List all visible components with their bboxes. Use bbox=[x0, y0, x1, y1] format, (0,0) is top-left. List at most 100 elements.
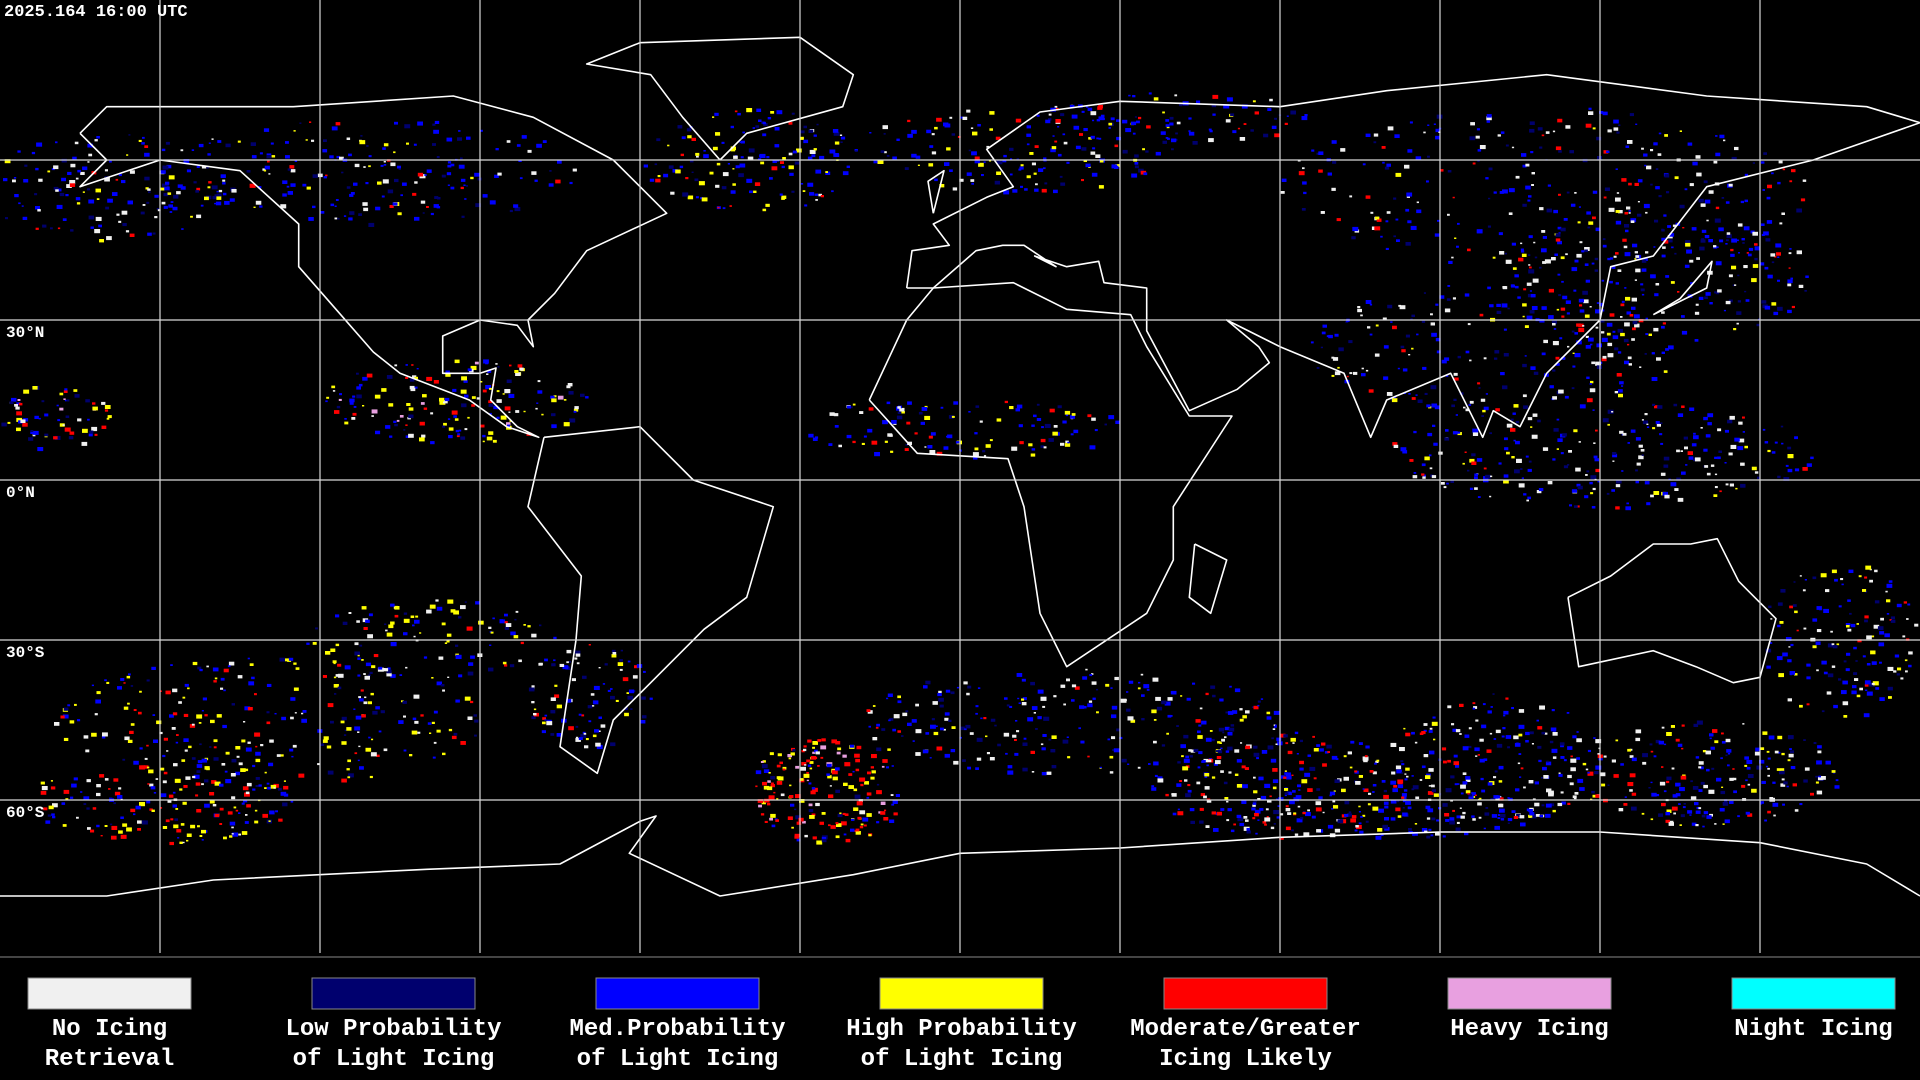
icing-pixel bbox=[1738, 252, 1740, 254]
icing-pixel bbox=[1789, 673, 1792, 676]
icing-pixel bbox=[755, 125, 760, 128]
icing-pixel bbox=[1902, 635, 1906, 638]
icing-pixel bbox=[1440, 482, 1445, 485]
icing-pixel bbox=[291, 755, 294, 758]
icing-pixel bbox=[1602, 244, 1607, 248]
icing-pixel bbox=[1646, 423, 1649, 425]
icing-pixel bbox=[1793, 581, 1796, 583]
icing-pixel bbox=[1034, 145, 1039, 148]
icing-pixel bbox=[294, 160, 298, 162]
icing-pixel bbox=[1153, 97, 1159, 101]
icing-pixel bbox=[1217, 750, 1223, 754]
icing-pixel bbox=[1037, 716, 1042, 720]
icing-pixel bbox=[76, 816, 79, 819]
icing-pixel bbox=[1006, 704, 1010, 707]
icing-pixel bbox=[1637, 213, 1642, 217]
icing-pixel bbox=[1721, 741, 1726, 744]
icing-pixel bbox=[83, 735, 89, 739]
icing-pixel bbox=[1696, 257, 1700, 260]
icing-pixel bbox=[944, 162, 950, 166]
icing-pixel bbox=[163, 771, 168, 775]
icing-pixel bbox=[508, 393, 515, 398]
icing-pixel bbox=[346, 186, 351, 189]
icing-pixel bbox=[11, 397, 17, 402]
icing-pixel bbox=[1557, 226, 1562, 230]
icing-pixel bbox=[1601, 783, 1606, 787]
icing-pixel bbox=[1802, 179, 1807, 182]
icing-pixel bbox=[1812, 645, 1817, 649]
icing-pixel bbox=[268, 762, 274, 767]
icing-pixel bbox=[1846, 625, 1850, 628]
icing-pixel bbox=[129, 730, 134, 734]
icing-pixel bbox=[1215, 760, 1221, 765]
icing-pixel bbox=[1228, 727, 1235, 732]
icing-pixel bbox=[549, 170, 552, 172]
icing-pixel bbox=[1719, 134, 1725, 139]
icing-pixel bbox=[1411, 347, 1414, 350]
icing-pixel bbox=[772, 159, 777, 163]
icing-pixel bbox=[1450, 775, 1455, 779]
icing-pixel bbox=[753, 190, 757, 193]
icing-pixel bbox=[1457, 222, 1460, 225]
coastline bbox=[868, 281, 1233, 668]
icing-pixel bbox=[759, 154, 763, 158]
icing-pixel bbox=[1212, 94, 1219, 99]
icing-pixel bbox=[1312, 735, 1315, 738]
icing-pixel bbox=[1871, 682, 1875, 685]
icing-pixel bbox=[1487, 286, 1491, 290]
icing-pixel bbox=[196, 770, 201, 773]
icing-pixel bbox=[1548, 288, 1554, 293]
icing-pixel bbox=[971, 182, 974, 185]
icing-pixel bbox=[1503, 710, 1509, 715]
icing-pixel bbox=[122, 758, 126, 761]
icing-pixel bbox=[1226, 97, 1233, 102]
icing-pixel bbox=[393, 151, 396, 154]
icing-pixel bbox=[82, 191, 85, 193]
icing-pixel bbox=[516, 144, 521, 147]
icing-pixel bbox=[1599, 302, 1604, 307]
icing-pixel bbox=[156, 720, 162, 725]
icing-pixel bbox=[375, 206, 381, 211]
icing-pixel bbox=[315, 627, 318, 630]
icing-pixel bbox=[1511, 810, 1516, 813]
icing-pixel bbox=[495, 148, 499, 151]
icing-pixel bbox=[1184, 779, 1188, 782]
icing-pixel bbox=[575, 736, 579, 739]
icing-pixel bbox=[1219, 698, 1224, 702]
icing-pixel bbox=[383, 143, 389, 147]
icing-pixel bbox=[414, 619, 420, 624]
icing-pixel bbox=[225, 751, 230, 755]
icing-pixel bbox=[1116, 119, 1120, 122]
icing-pixel bbox=[200, 204, 204, 207]
icing-pixel bbox=[181, 759, 186, 762]
icing-pixel bbox=[1717, 428, 1722, 432]
icing-pixel bbox=[1599, 319, 1605, 323]
icing-pixel bbox=[1506, 423, 1513, 428]
icing-pixel bbox=[1500, 131, 1505, 134]
icing-pixel bbox=[1475, 719, 1479, 722]
icing-pixel bbox=[794, 835, 799, 839]
icing-pixel bbox=[1880, 617, 1884, 621]
icing-pixel bbox=[1635, 729, 1642, 734]
icing-pixel bbox=[464, 198, 467, 200]
icing-pixel bbox=[1558, 773, 1563, 777]
icing-pixel bbox=[213, 757, 219, 761]
icing-pixel bbox=[1280, 813, 1284, 816]
icing-pixel bbox=[1250, 129, 1254, 132]
icing-pixel bbox=[351, 417, 356, 420]
icing-pixel bbox=[1210, 685, 1216, 689]
icing-pixel bbox=[1386, 392, 1393, 396]
icing-pixel bbox=[1792, 783, 1797, 787]
icing-pixel bbox=[1322, 324, 1327, 328]
icing-pixel bbox=[1557, 273, 1561, 276]
icing-pixel bbox=[1708, 190, 1714, 194]
icing-pixel bbox=[1588, 111, 1594, 115]
icing-pixel bbox=[126, 675, 131, 679]
icing-pixel bbox=[1435, 128, 1441, 133]
icing-pixel bbox=[96, 136, 100, 139]
icing-pixel bbox=[1362, 788, 1365, 790]
icing-pixel bbox=[165, 819, 170, 823]
icing-pixel bbox=[1043, 446, 1047, 449]
icing-pixel bbox=[212, 667, 219, 672]
icing-pixel bbox=[1285, 772, 1291, 776]
